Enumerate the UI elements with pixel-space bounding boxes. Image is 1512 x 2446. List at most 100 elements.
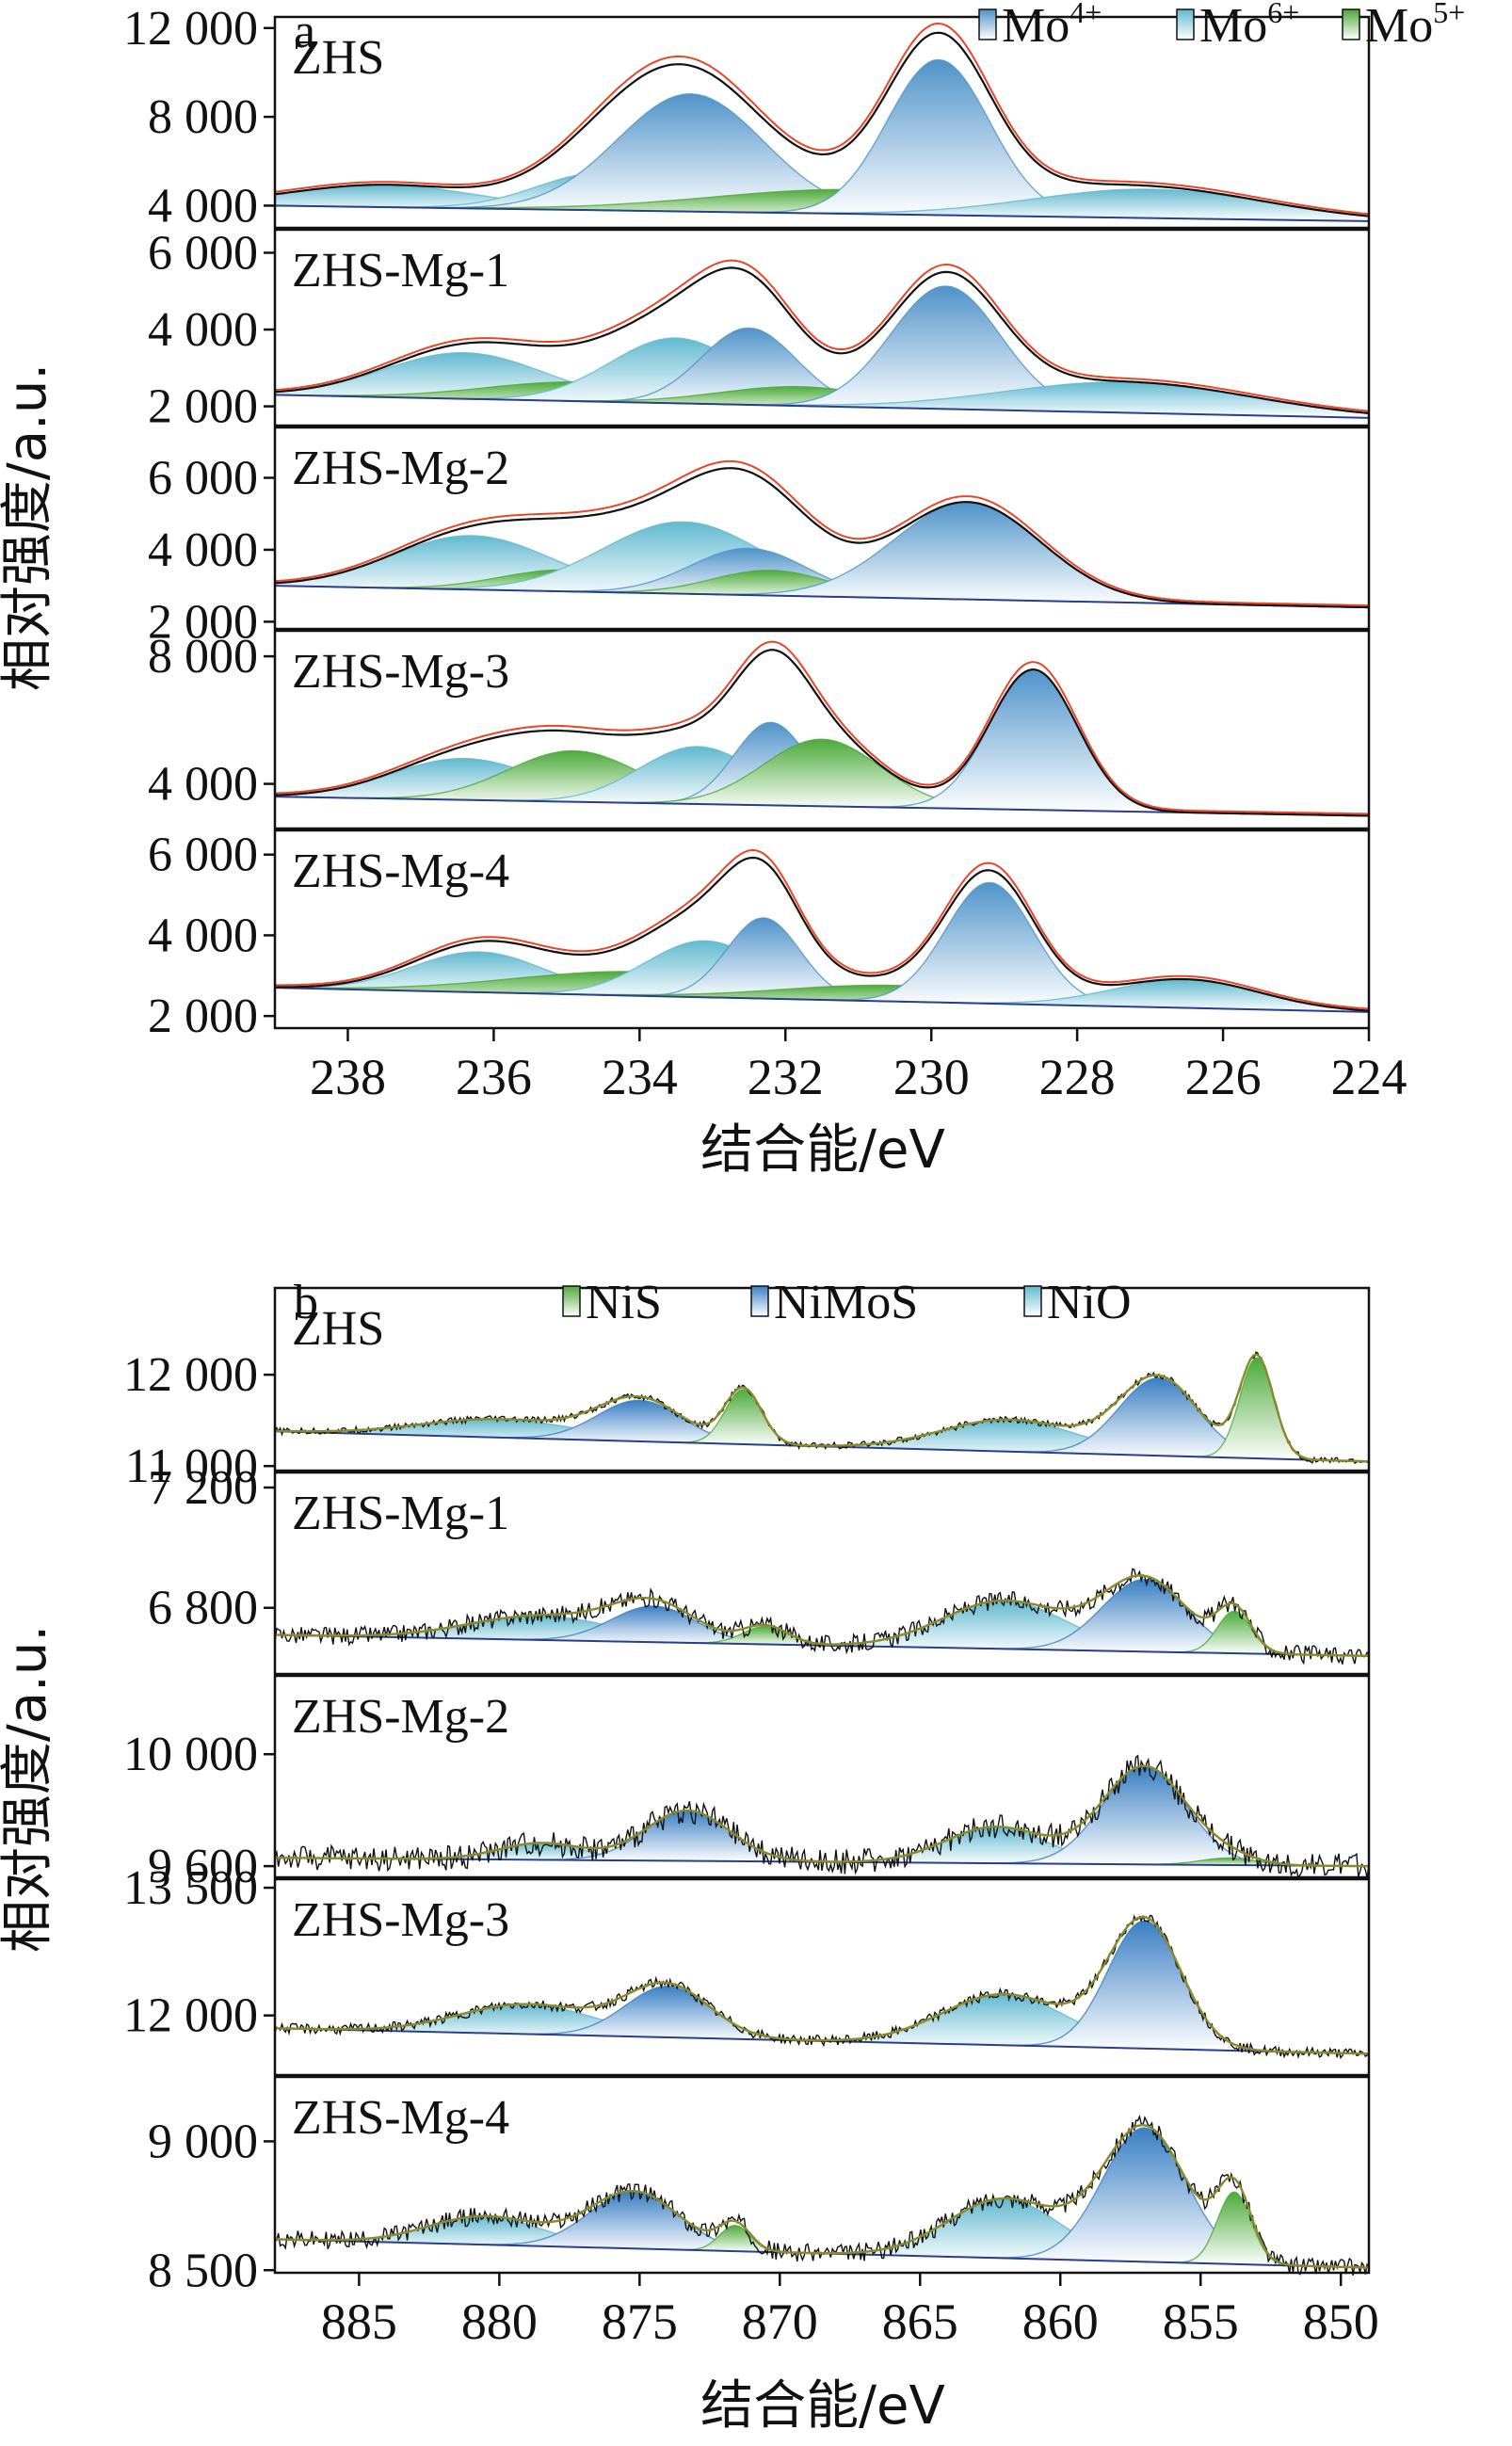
legend-swatch — [1176, 8, 1195, 40]
legend-label: Mo6+ — [1199, 0, 1299, 53]
sample-label: ZHS-Mg-1 — [292, 244, 509, 298]
legend-label-sup: 6+ — [1267, 0, 1299, 29]
legend-label-sup: 4+ — [1070, 0, 1102, 29]
legend: Mo4+ Mo6+ Mo5+ — [978, 0, 1465, 53]
x-tick-label: 850 — [1303, 2293, 1379, 2350]
y-tick-label: 4 000 — [148, 523, 258, 577]
legend-label: NiS — [586, 1276, 662, 1329]
fit-envelope — [274, 22, 1370, 216]
x-tick-label: 875 — [602, 2293, 678, 2350]
x-tick-label: 865 — [882, 2293, 958, 2350]
raw-spectrum — [274, 31, 1370, 217]
fit-envelope — [274, 640, 1370, 815]
fit-envelope — [274, 259, 1370, 412]
baseline-line — [274, 204, 1370, 222]
legend-label-base: Mo — [1002, 0, 1070, 53]
subplot-frame — [273, 426, 1371, 631]
y-tick-label: 6 000 — [148, 226, 258, 280]
subplot-2: 2 000 4 000 6 000 ZHS-Mg-1 — [148, 226, 1371, 434]
x-tick-label: 236 — [456, 1049, 532, 1105]
y-tick-label: 6 800 — [148, 1582, 258, 1635]
fit-envelope — [275, 1353, 1370, 1463]
sample-label: ZHS — [292, 31, 384, 85]
sample-label: ZHS-Mg-3 — [292, 1893, 509, 1947]
y-tick-label: 10 000 — [123, 1728, 258, 1781]
x-tick-label: 870 — [742, 2293, 818, 2350]
raw-spectrum — [274, 266, 1370, 414]
subplot-frame — [273, 1286, 1371, 1472]
y-axis-title: 相对强度/a.u. — [0, 363, 58, 691]
legend-item-nis: NiS — [562, 1276, 662, 1329]
y-tick-label: 11 000 — [125, 1440, 258, 1493]
fit-envelope — [275, 848, 1370, 1010]
x-tick-label: 224 — [1331, 1049, 1407, 1105]
legend-item-mo4: Mo4+ — [978, 0, 1102, 53]
subplot-frame — [273, 1471, 1371, 1676]
legend-label-base: NiO — [1047, 1276, 1132, 1329]
x-tick-label: 226 — [1185, 1049, 1262, 1105]
x-axis-title: 结合能/eV — [700, 1119, 945, 1181]
legend-swatch — [978, 8, 997, 40]
y-tick-label: 2 000 — [148, 595, 258, 649]
subplot-3: 2 000 4 000 6 000 ZHS-Mg-2 — [148, 426, 1371, 649]
x-axis-title: 结合能/eV — [700, 2375, 945, 2437]
baseline-line — [274, 1633, 1370, 1657]
legend-label-base: Mo — [1199, 0, 1267, 53]
subplot-3: 9 600 10 000 ZHS-Mg-2 — [123, 1674, 1371, 1893]
sample-label: ZHS-Mg-4 — [292, 845, 509, 898]
fit-envelope — [275, 1764, 1369, 1868]
legend-item-mo6: Mo6+ — [1176, 0, 1299, 53]
subplot-frame — [273, 629, 1371, 830]
legend-label: NiO — [1047, 1276, 1132, 1329]
subplot-5: 8 500 9 000 ZHS-Mg-4 — [148, 2075, 1371, 2297]
baseline-line — [274, 394, 1370, 419]
fit-envelope — [274, 2124, 1370, 2269]
legend-swatch — [750, 1285, 769, 1317]
legend-label-base: Mo — [1365, 0, 1433, 53]
subplot-frame — [273, 1877, 1371, 2077]
raw-spectrum — [274, 649, 1370, 817]
x-tick-label: 230 — [893, 1049, 970, 1105]
fit-envelope — [274, 1574, 1369, 1657]
y-tick-label: 4 000 — [148, 758, 258, 812]
x-axis: 885 880 875 870 865 860 855 850 — [321, 2273, 1379, 2350]
y-tick-label: 13 500 — [123, 1861, 258, 1915]
legend-item-nimos: NiMoS — [750, 1276, 918, 1329]
x-tick-label: 860 — [1022, 2293, 1099, 2350]
y-tick-label: 6 000 — [148, 829, 258, 882]
y-tick-label: 2 000 — [148, 380, 258, 434]
y-tick-label: 7 200 — [148, 1461, 258, 1515]
sample-label: ZHS-Mg-3 — [292, 645, 509, 699]
fit-envelope — [274, 1915, 1370, 2055]
sample-label: ZHS-Mg-4 — [292, 2091, 509, 2145]
legend-label-base: NiS — [586, 1276, 662, 1329]
y-tick-label: 12 000 — [123, 1989, 258, 2043]
legend-item-mo5: Mo5+ — [1342, 0, 1465, 53]
legend-item-nio: NiO — [1023, 1276, 1132, 1329]
legend-swatch — [1023, 1285, 1042, 1317]
baseline-line — [274, 585, 1370, 609]
legend-swatch — [562, 1285, 581, 1317]
raw-spectrum — [274, 467, 1370, 609]
subplot-2: 6 800 7 200 ZHS-Mg-1 — [148, 1461, 1371, 1676]
subplot-5: 2 000 4 000 6 000 ZHS-Mg-4 — [148, 829, 1371, 1043]
legend-swatch — [1342, 8, 1360, 40]
x-axis: 238 236 234 232 230 228 226 224 — [310, 1028, 1407, 1105]
subplot-frame — [273, 829, 1371, 1030]
sample-label: ZHS-Mg-1 — [292, 1487, 509, 1540]
raw-spectrum — [275, 856, 1370, 1012]
legend-label: Mo4+ — [1002, 0, 1102, 53]
legend-label-sup: 5+ — [1433, 0, 1465, 29]
legend-label: Mo5+ — [1365, 0, 1465, 53]
fit-envelope — [274, 459, 1370, 607]
y-tick-label: 12 000 — [123, 1348, 258, 1402]
x-tick-label: 855 — [1163, 2293, 1239, 2350]
x-tick-label: 885 — [321, 2293, 397, 2350]
y-tick-label: 9 000 — [148, 2115, 258, 2168]
y-tick-label: 9 600 — [148, 1840, 258, 1893]
subplot-4: 12 000 13 500 ZHS-Mg-3 — [123, 1861, 1371, 2077]
sample-label: ZHS-Mg-2 — [292, 442, 509, 495]
y-tick-label: 6 000 — [148, 452, 258, 506]
